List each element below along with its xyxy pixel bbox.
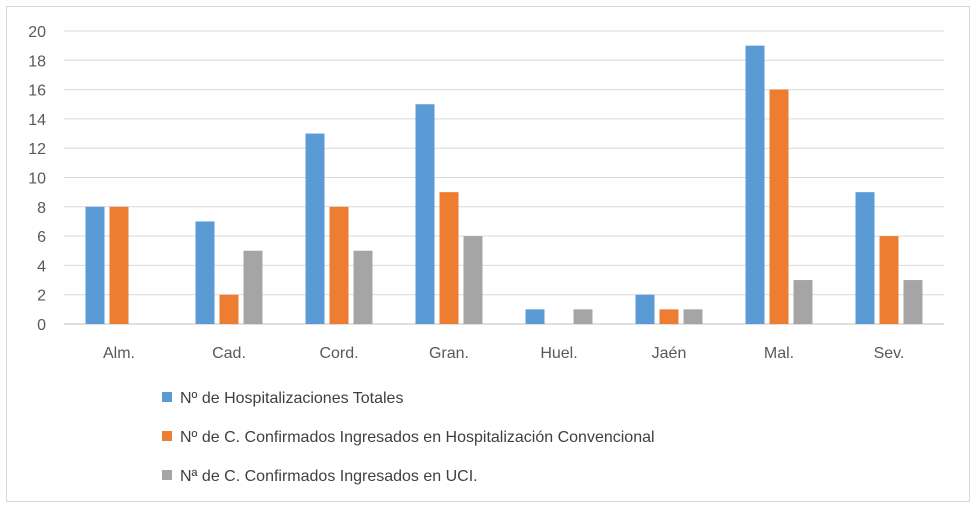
bar-mal-series-2	[769, 89, 789, 324]
bar-alm-series-1	[85, 206, 105, 324]
x-tick-label: Cord.	[319, 345, 358, 362]
y-tick-label: 8	[37, 200, 46, 217]
bar-cad-series-3	[243, 250, 263, 324]
y-tick-label: 6	[37, 229, 46, 246]
y-tick-label: 12	[28, 141, 46, 158]
bar-jan-series-3	[683, 309, 703, 324]
legend-swatch	[162, 470, 172, 480]
legend: Nº de Hospitalizaciones Totales Nº de C. …	[162, 390, 655, 485]
y-tick-label: 10	[28, 171, 46, 188]
y-tick-label: 20	[28, 24, 46, 41]
x-tick-label: Cad.	[212, 345, 246, 362]
bar-huel-series-3	[573, 309, 593, 324]
x-axis-ticks: Alm. Cad. Cord. Gran. Huel. Jaén Mal. Sev.	[103, 345, 904, 362]
y-tick-label: 2	[37, 288, 46, 305]
y-tick-label: 0	[37, 317, 46, 334]
y-axis-ticks: 0 2 4 6 8 10 12 14 16 18 20	[28, 24, 46, 334]
bar-huel-series-1	[525, 309, 545, 324]
legend-swatch	[162, 392, 172, 402]
bar-sev-series-3	[903, 280, 923, 324]
bar-jan-series-1	[635, 294, 655, 324]
bar-mal-series-1	[745, 45, 765, 325]
bar-jan-series-2	[659, 309, 679, 324]
bar-cord-series-2	[329, 206, 349, 324]
x-tick-label: Jaén	[652, 345, 687, 362]
bar-cad-series-2	[219, 294, 239, 324]
bar-cord-series-3	[353, 250, 373, 324]
legend-label: Nª de C. Confirmados Ingresados en UCI.	[180, 468, 478, 485]
y-tick-label: 16	[28, 83, 46, 100]
legend-label: Nº de C. Confirmados Ingresados en Hospi…	[180, 429, 655, 446]
bar-cord-series-1	[305, 133, 325, 324]
x-tick-label: Mal.	[764, 345, 794, 362]
x-tick-label: Gran.	[429, 345, 469, 362]
x-tick-label: Huel.	[540, 345, 577, 362]
x-tick-label: Sev.	[874, 345, 905, 362]
y-tick-label: 14	[28, 112, 46, 129]
y-tick-label: 4	[37, 258, 46, 275]
bar-mal-series-3	[793, 280, 813, 324]
bar-cad-series-1	[195, 221, 215, 324]
bar-gran-series-3	[463, 236, 483, 324]
legend-label: Nº de Hospitalizaciones Totales	[180, 390, 403, 407]
bar-gran-series-1	[415, 104, 435, 324]
bar-gran-series-2	[439, 192, 459, 324]
chart-frame	[6, 6, 970, 502]
bars	[85, 45, 923, 325]
bar-alm-series-2	[109, 206, 129, 324]
y-tick-label: 18	[28, 53, 46, 70]
bar-sev-series-2	[879, 236, 899, 324]
legend-swatch	[162, 431, 172, 441]
x-tick-label: Alm.	[103, 345, 135, 362]
bar-sev-series-1	[855, 192, 875, 324]
